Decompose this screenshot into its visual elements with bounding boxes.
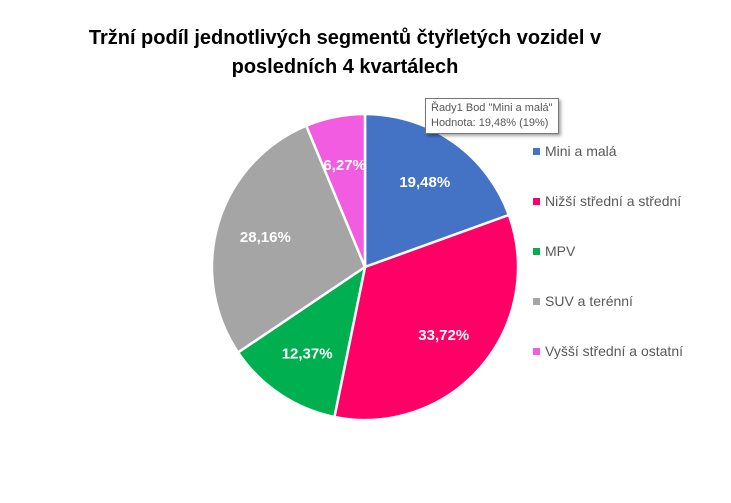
tooltip-value: Hodnota: 19,48% (19%) <box>431 117 549 129</box>
tooltip: Řady1 Bod "Mini a malá" Hodnota: 19,48% … <box>425 98 559 134</box>
legend-swatch <box>533 248 540 255</box>
tooltip-series: Řady1 Bod "Mini a malá" <box>431 102 553 114</box>
legend-item[interactable]: Vyšší střední a ostatní <box>533 343 683 393</box>
data-label: 12,37% <box>282 345 333 362</box>
legend-item[interactable]: SUV a terénní <box>533 293 683 343</box>
legend-label: SUV a terénní <box>545 293 633 309</box>
legend-swatch <box>533 298 540 305</box>
legend-swatch <box>533 148 540 155</box>
pie-slice-5[interactable] <box>304 112 367 268</box>
title-line-1: Tržní podíl jednotlivých segmentů čtyřle… <box>88 27 602 49</box>
title-line-2: posledních 4 kvartálech <box>231 56 459 78</box>
legend-label: Mini a malá <box>545 143 617 159</box>
data-label: 6,27% <box>323 157 366 174</box>
chart-title: Tržní podíl jednotlivých segmentů čtyřle… <box>0 24 690 82</box>
legend-label: Vyšší střední a ostatní <box>545 343 683 359</box>
legend-label: MPV <box>545 243 576 259</box>
legend-item[interactable]: Nižší střední a střední <box>533 193 683 243</box>
pie-slice-3[interactable] <box>236 264 367 419</box>
legend-label: Nižší střední a střední <box>545 193 682 209</box>
legend-item[interactable]: MPV <box>533 243 683 293</box>
data-label: 19,48% <box>399 174 450 191</box>
data-label: 33,72% <box>418 327 469 344</box>
pie-slice-2[interactable] <box>332 213 520 422</box>
pie-slice-1[interactable] <box>363 112 511 269</box>
legend-item[interactable]: Mini a malá <box>533 143 683 193</box>
legend-swatch <box>533 348 540 355</box>
legend-swatch <box>533 198 540 205</box>
data-label: 28,16% <box>240 229 291 246</box>
pie-slice-4[interactable] <box>210 124 367 355</box>
legend: Mini a malá Nižší střední a střední MPV … <box>533 143 683 393</box>
